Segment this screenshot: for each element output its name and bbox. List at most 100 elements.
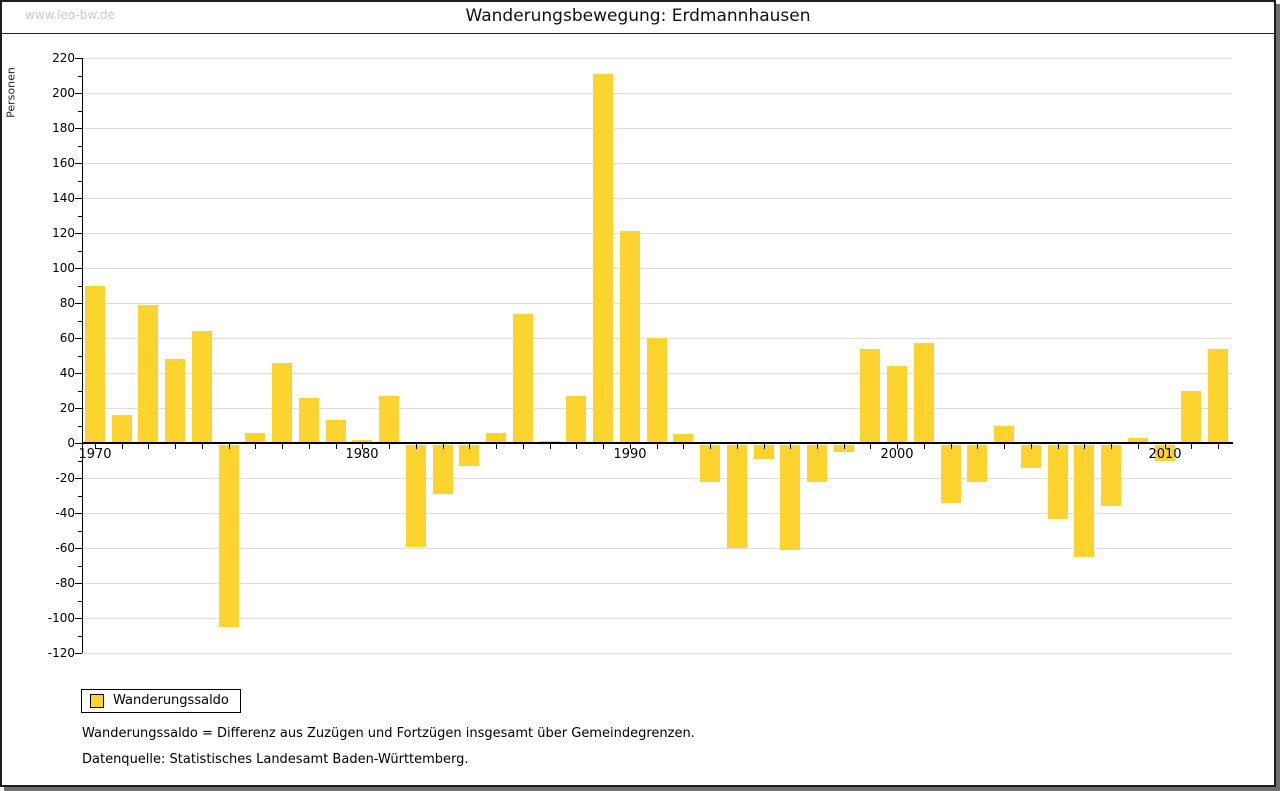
y-tick xyxy=(75,303,82,304)
x-tick xyxy=(1004,444,1005,449)
bar xyxy=(272,363,292,444)
x-tick xyxy=(122,444,123,449)
y-tick-label: 0 xyxy=(67,436,75,450)
legend-label: Wanderungssaldo xyxy=(113,693,229,708)
bar xyxy=(165,359,185,443)
y-tick-label: 180 xyxy=(52,121,75,135)
x-tick xyxy=(790,444,791,449)
y-tick xyxy=(78,146,82,147)
x-tick xyxy=(389,444,390,449)
x-axis-line xyxy=(82,442,1233,444)
watermark: www.leo-bw.de xyxy=(25,8,115,22)
y-tick xyxy=(75,513,82,514)
bar xyxy=(326,420,346,443)
bar xyxy=(85,286,105,444)
y-tick xyxy=(78,426,82,427)
x-tick xyxy=(362,444,363,449)
x-tick xyxy=(336,444,337,449)
x-tick-label: 1970 xyxy=(78,447,112,462)
bar xyxy=(941,445,961,503)
y-tick-label: -60 xyxy=(55,541,75,555)
y-tick-label: 160 xyxy=(52,156,75,170)
bar xyxy=(994,426,1014,444)
bar xyxy=(379,396,399,443)
bar xyxy=(593,74,613,443)
y-tick xyxy=(75,233,82,234)
x-tick-label: 1990 xyxy=(613,447,647,462)
x-tick-label: 1980 xyxy=(345,447,379,462)
bar xyxy=(192,331,212,443)
gridline xyxy=(83,163,1232,164)
bar xyxy=(406,445,426,547)
footnote-source: Datenquelle: Statistisches Landesamt Bad… xyxy=(82,752,469,767)
x-tick xyxy=(630,444,631,449)
x-tick xyxy=(202,444,203,449)
x-tick xyxy=(255,444,256,449)
y-tick xyxy=(75,128,82,129)
bar xyxy=(967,445,987,482)
y-tick-label: 220 xyxy=(52,51,75,65)
gridline xyxy=(83,303,1232,304)
y-tick xyxy=(78,636,82,637)
y-tick xyxy=(75,93,82,94)
y-tick xyxy=(75,198,82,199)
bar xyxy=(887,366,907,443)
y-tick-label: -40 xyxy=(55,506,75,520)
x-tick xyxy=(1138,444,1139,449)
y-tick xyxy=(78,391,82,392)
bar xyxy=(727,445,747,548)
gridline xyxy=(83,198,1232,199)
x-tick xyxy=(523,444,524,449)
y-tick xyxy=(75,373,82,374)
bar xyxy=(914,343,934,443)
x-tick xyxy=(870,444,871,449)
x-tick xyxy=(897,444,898,449)
bar xyxy=(647,338,667,443)
y-tick xyxy=(75,163,82,164)
x-tick xyxy=(817,444,818,449)
x-tick xyxy=(443,444,444,449)
y-tick xyxy=(78,251,82,252)
legend-swatch xyxy=(90,694,104,708)
y-tick-label: 40 xyxy=(59,366,75,380)
y-tick-label: 200 xyxy=(52,86,75,100)
bar xyxy=(673,434,693,443)
bar xyxy=(860,349,880,444)
y-tick-label: 140 xyxy=(52,191,75,205)
y-tick xyxy=(75,268,82,269)
x-tick xyxy=(469,444,470,449)
y-tick xyxy=(78,601,82,602)
y-tick-label: 120 xyxy=(52,226,75,240)
x-tick xyxy=(148,444,149,449)
x-tick xyxy=(977,444,978,449)
bar xyxy=(1155,445,1175,461)
y-tick xyxy=(78,566,82,567)
y-tick-label: -80 xyxy=(55,576,75,590)
y-tick-label: 60 xyxy=(59,331,75,345)
x-tick xyxy=(603,444,604,449)
gridline xyxy=(83,548,1232,549)
bar xyxy=(1181,391,1201,444)
x-tick xyxy=(496,444,497,449)
y-tick xyxy=(75,58,82,59)
y-tick-label: -100 xyxy=(47,611,75,625)
x-tick xyxy=(737,444,738,449)
bar xyxy=(245,433,265,444)
x-tick xyxy=(175,444,176,449)
x-tick xyxy=(710,444,711,449)
x-tick xyxy=(1058,444,1059,449)
bar xyxy=(138,305,158,443)
bar xyxy=(700,445,720,482)
bar xyxy=(1048,445,1068,519)
y-tick xyxy=(78,286,82,287)
x-tick xyxy=(1111,444,1112,449)
x-tick xyxy=(924,444,925,449)
gridline xyxy=(83,128,1232,129)
y-tick xyxy=(78,321,82,322)
x-tick xyxy=(683,444,684,449)
bar xyxy=(459,445,479,466)
y-tick xyxy=(75,408,82,409)
bar xyxy=(513,314,533,444)
